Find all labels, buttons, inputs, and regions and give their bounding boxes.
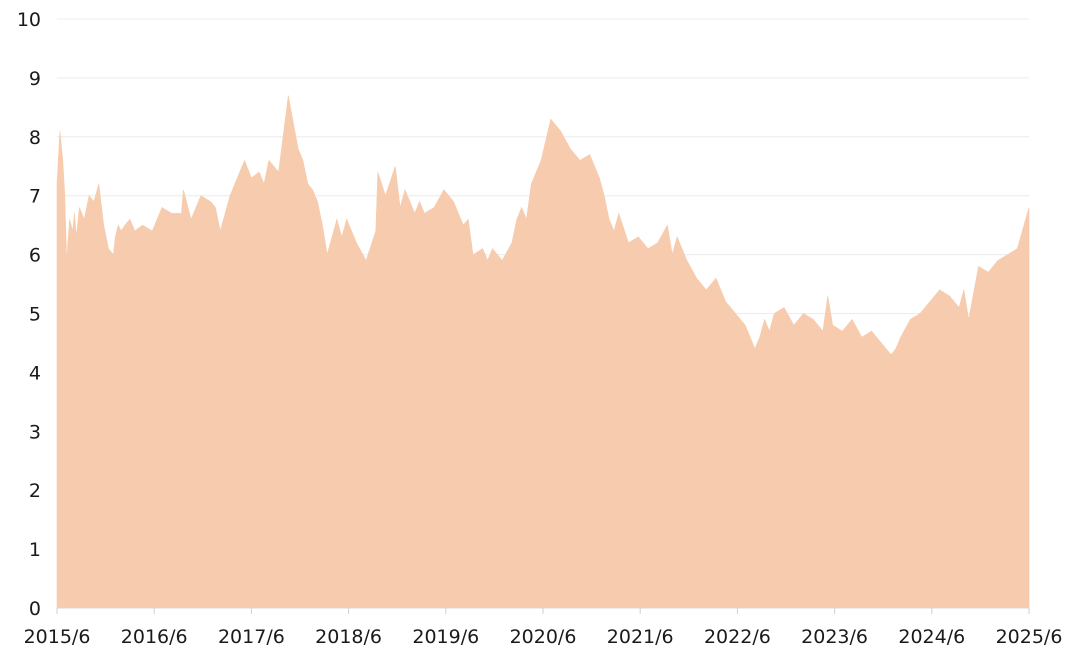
x-tick-label-7: 2022/6: [704, 626, 771, 648]
y-tick-label-1: 1: [29, 539, 41, 561]
series-area: [56, 95, 1030, 609]
y-tick-label-10: 10: [17, 9, 41, 31]
x-tick-label-8: 2023/6: [801, 626, 868, 648]
x-tick-label-4: 2019/6: [412, 626, 479, 648]
x-tick-label-6: 2021/6: [607, 626, 674, 648]
x-tick-label-1: 2016/6: [121, 626, 188, 648]
x-tick-label-0: 2015/6: [24, 626, 91, 648]
y-tick-label-9: 9: [29, 68, 41, 90]
x-tick-label-5: 2020/6: [510, 626, 577, 648]
y-tick-label-8: 8: [29, 127, 41, 149]
x-tick-labels: 2015/6 2016/6 2017/6 2018/6 2019/6 2020/6 2021…: [24, 626, 1063, 648]
y-tick-label-3: 3: [29, 421, 41, 443]
y-tick-label-6: 6: [29, 245, 41, 267]
y-tick-labels: 0 1 2 3 4 5 6 7 8 9 10: [17, 9, 41, 620]
y-tick-label-5: 5: [29, 304, 41, 326]
y-tick-label-4: 4: [29, 362, 41, 384]
x-tick-label-10: 2025/6: [996, 626, 1063, 648]
x-tick-label-2: 2017/6: [218, 626, 285, 648]
axes: [56, 607, 1030, 614]
y-tick-label-2: 2: [29, 480, 41, 502]
area-series-0: [56, 95, 1030, 609]
y-tick-label-0: 0: [29, 598, 41, 620]
x-tick-label-3: 2018/6: [315, 626, 382, 648]
y-tick-label-7: 7: [29, 186, 41, 208]
x-tick-label-9: 2024/6: [898, 626, 965, 648]
